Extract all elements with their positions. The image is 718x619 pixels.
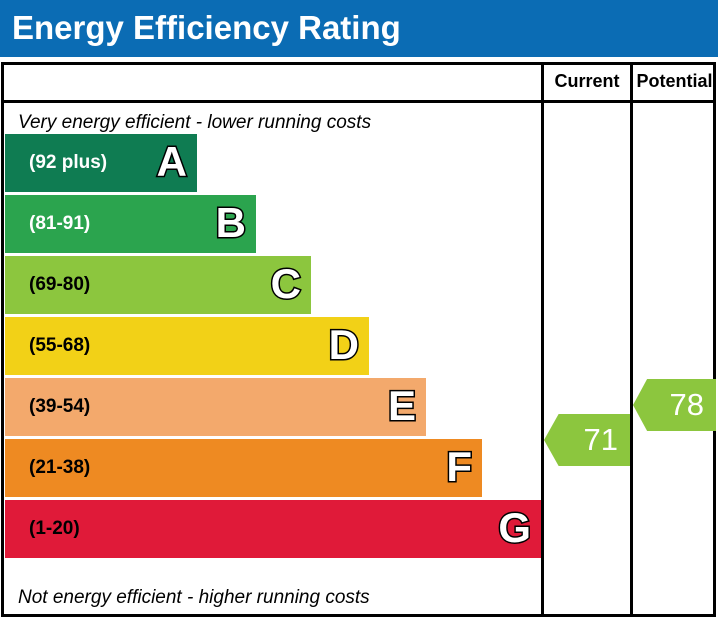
band-letter-f: F	[445, 443, 474, 491]
band-letter-b: B	[214, 199, 247, 247]
band-row-b: (81-91) B	[5, 195, 256, 253]
column-header-current: Current	[554, 71, 620, 91]
band-range-e: (39-54)	[29, 396, 91, 417]
band-row-g: (1-20) G	[5, 500, 541, 558]
caption-top: Very energy efficient - lower running co…	[18, 112, 372, 133]
potential-rating-indicator: 78	[633, 379, 716, 431]
chart-title-bar: Energy Efficiency Rating	[0, 0, 718, 57]
column-divider-current	[541, 65, 544, 614]
band-letter-d: D	[327, 321, 360, 369]
band-row-a: (92 plus) A	[5, 134, 197, 192]
band-letter-g: G	[497, 504, 533, 552]
band-range-a: (92 plus)	[29, 152, 108, 173]
band-letter-a: A	[155, 138, 188, 186]
column-divider-potential	[630, 65, 633, 614]
band-letter-e: E	[386, 382, 417, 430]
band-range-c: (69-80)	[29, 274, 91, 295]
band-range-f: (21-38)	[29, 457, 91, 478]
band-letter-c: C	[269, 260, 302, 308]
chart-table: Current Potential Very energy efficient …	[1, 62, 716, 617]
band-row-d: (55-68) D	[5, 317, 369, 375]
potential-rating-value: 78	[669, 386, 704, 422]
current-rating-indicator: 71	[544, 414, 630, 466]
column-header-row	[4, 65, 713, 103]
band-row-e: (39-54) E	[5, 378, 426, 436]
current-rating-value: 71	[583, 421, 618, 457]
page-title: Energy Efficiency Rating	[12, 9, 401, 46]
band-row-c: (69-80) C	[5, 256, 311, 314]
band-range-d: (55-68)	[29, 335, 91, 356]
caption-bottom: Not energy efficient - higher running co…	[18, 587, 370, 608]
band-range-g: (1-20)	[29, 518, 80, 539]
column-header-potential: Potential	[636, 71, 713, 91]
band-row-f: (21-38) F	[5, 439, 482, 497]
band-bars: (92 plus) A (81-91) B (69-80) C (55-68) …	[4, 65, 541, 614]
band-range-b: (81-91)	[29, 213, 91, 234]
